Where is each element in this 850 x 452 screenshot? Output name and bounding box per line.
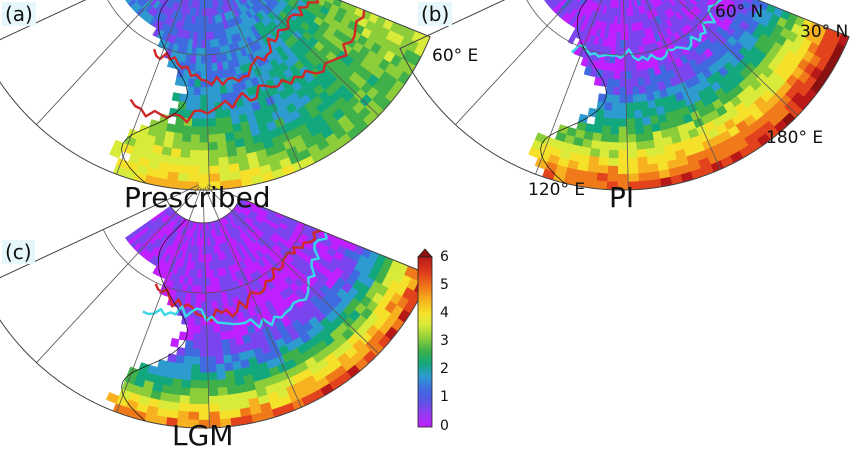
colorbar-tick: 5: [440, 277, 449, 293]
colorbar-bar: [417, 256, 433, 428]
colorbar-tick: 0: [440, 418, 449, 434]
colorbar: [417, 248, 433, 428]
lon-120-label: 120° E: [528, 180, 586, 200]
colorbar-tick: 3: [440, 333, 449, 349]
panel-title-c: LGM: [172, 419, 234, 452]
panel-label-b: (b): [418, 2, 453, 26]
map-panel-c: [0, 184, 431, 429]
lat-60-label: 60° N: [715, 2, 764, 22]
colorbar-tick: 1: [440, 389, 449, 405]
panel-label-c: (c): [2, 240, 35, 264]
colorbar-tick: 2: [440, 361, 449, 377]
lon-180-label: 180° E: [766, 128, 824, 148]
panel-title-b: PI: [609, 181, 635, 214]
panel-title-a: Prescribed: [124, 181, 271, 214]
colorbar-extend-arrow: [417, 248, 433, 258]
lat-30-label: 30° N: [800, 22, 849, 42]
panel-label-a: (a): [2, 2, 36, 26]
colorbar-tick: 4: [440, 305, 449, 321]
lon-60-label: 60° E: [432, 46, 479, 66]
map-panel-b: [399, 0, 850, 191]
map-panel-a: [0, 0, 431, 191]
colorbar-tick: 6: [440, 249, 449, 265]
